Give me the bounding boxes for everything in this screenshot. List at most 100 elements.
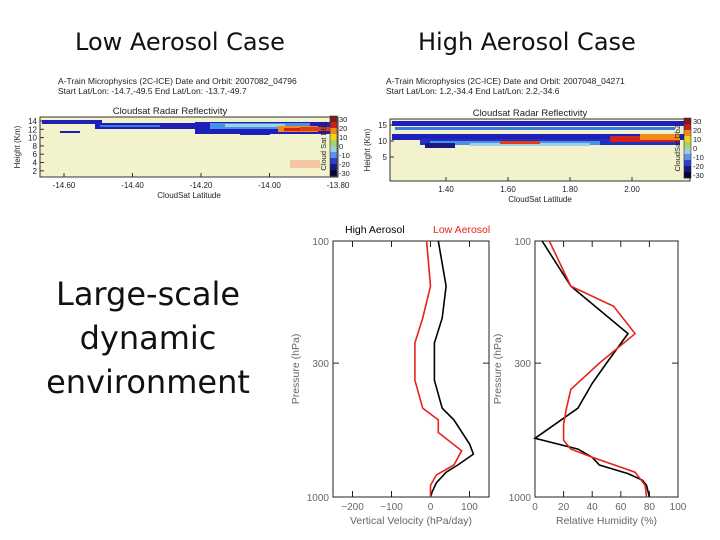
- humidity-profile-x-axis-label: Relative Humidity (%): [556, 515, 657, 527]
- radar-low-y-tick-label: 10: [28, 134, 37, 143]
- radar-low: A-Train Microphysics (2C-ICE) Date and O…: [13, 76, 350, 200]
- velocity-profile-y-tick-label: 300: [312, 359, 329, 370]
- velocity-profile-x-tick-label: −200: [341, 502, 364, 513]
- radar-high-colorbar-tick: 10: [693, 135, 701, 144]
- radar-high-x-tick-label: 2.00: [624, 185, 640, 194]
- radar-high-header-line: Start Lat/Lon: 1.2,-34.4 End Lat/Lon: 2.…: [386, 86, 560, 96]
- humidity-profile-x-tick-label: 80: [644, 502, 656, 513]
- humidity-profile-x-tick-label: 60: [615, 502, 627, 513]
- radar-high-y-tick-label: 5: [383, 153, 388, 162]
- radar-high-title: Cloudsat Radar Reflectivity: [473, 108, 588, 119]
- radar-low-colorbar-tick: 30: [339, 115, 347, 124]
- radar-low-x-tick-label: -14.40: [121, 181, 144, 190]
- radar-low-colorbar-frame: [329, 115, 338, 177]
- side-label-line-2: dynamic: [79, 319, 217, 357]
- radar-high-colorbar-label: CloudSat DbZ: [673, 124, 682, 172]
- radar-low-x-tick-label: -14.00: [258, 181, 281, 190]
- radar-low-title: Cloudsat Radar Reflectivity: [113, 106, 228, 117]
- radar-low-cloud-band: [240, 131, 270, 135]
- velocity-profile-y-tick-label: 100: [312, 237, 329, 248]
- radar-low-header-line: A-Train Microphysics (2C-ICE) Date and O…: [58, 76, 297, 86]
- radar-high-colorbar-segment: [684, 130, 691, 137]
- radar-low-colorbar-label: Cloud Sat DbZ: [319, 121, 328, 171]
- radar-low-cloud-band: [100, 125, 160, 127]
- radar-low-colorbar-tick: 20: [339, 124, 347, 133]
- radar-high-cloud-band: [395, 127, 675, 130]
- radar-low-y-tick-label: 12: [28, 125, 37, 134]
- low-aerosol-heading: Low Aerosol Case: [75, 28, 285, 56]
- radar-high-cloud-band: [640, 134, 680, 140]
- radar-low-y-tick-label: 8: [33, 142, 38, 151]
- radar-high-colorbar-tick: -20: [693, 162, 704, 171]
- humidity-profile-frame: [534, 240, 679, 498]
- radar-low-colorbar-tick: 0: [339, 142, 343, 151]
- radar-low-x-tick-label: -14.20: [190, 181, 213, 190]
- radar-low-header-line: Start Lat/Lon: -14.7,-49.5 End Lat/Lon: …: [58, 86, 247, 96]
- radar-low-cloud-band: [290, 160, 320, 168]
- radar-low-y-tick-label: 4: [33, 159, 38, 168]
- radar-low-cloud-band: [225, 124, 285, 127]
- radar-low-colorbar-segment: [330, 122, 337, 129]
- velocity-profile-series-low-aerosol: [414, 240, 463, 497]
- radar-high-colorbar-segment: [684, 142, 691, 149]
- radar-high-x-tick-label: 1.40: [438, 185, 454, 194]
- radar-low-x-axis-label: CloudSat Latitude: [157, 191, 221, 200]
- radar-high-colorbar-segment: [684, 118, 691, 125]
- humidity-profile-y-tick-label: 300: [514, 359, 531, 370]
- radar-high-colorbar-segment: [684, 148, 691, 155]
- radar-high-colorbar-segment: [684, 124, 691, 131]
- velocity-profile-x-tick-label: 0: [428, 502, 434, 513]
- humidity-profile-x-tick-label: 20: [558, 502, 570, 513]
- velocity-profile-x-tick-label: −100: [380, 502, 403, 513]
- radar-low-y-axis-label: Height (Km): [13, 125, 22, 168]
- radar-high-x-axis-label: CloudSat Latitude: [508, 195, 572, 204]
- radar-low-colorbar-segment: [330, 146, 337, 153]
- humidity-profile-y-tick-label: 1000: [509, 493, 532, 504]
- radar-low-cloud-band: [284, 128, 308, 131]
- radar-high-colorbar-tick: 30: [693, 117, 701, 126]
- radar-low-colorbar-tick: 10: [339, 133, 347, 142]
- radar-high-cloud-band: [392, 121, 687, 126]
- radar-high-colorbar-segment: [684, 160, 691, 167]
- radar-high-colorbar-tick: -30: [693, 171, 704, 180]
- radar-high: A-Train Microphysics (2C-ICE) Date and O…: [363, 76, 704, 204]
- radar-high-x-tick-label: 1.60: [500, 185, 516, 194]
- humidity-profile-x-tick-label: 40: [587, 502, 599, 513]
- high-aerosol-heading: High Aerosol Case: [418, 28, 636, 56]
- humidity-profile-series-low-aerosol: [548, 240, 648, 498]
- velocity-profile: 100 300 1000 −200 −100 0 100 Vertical Velocity …: [290, 224, 490, 527]
- radar-low-colorbar-segment: [330, 152, 337, 159]
- radar-high-cloud-band: [425, 143, 455, 148]
- velocity-profile-series-high-aerosol: [429, 240, 475, 498]
- radar-high-colorbar-tick: -10: [693, 153, 704, 162]
- radar-low-x-tick-label: -14.60: [53, 181, 76, 190]
- radar-high-x-tick-label: 1.80: [562, 185, 578, 194]
- radar-high-cloud-band: [470, 143, 590, 146]
- radar-low-y-tick-label: 6: [33, 150, 38, 159]
- radar-high-colorbar-tick: 20: [693, 126, 701, 135]
- radar-high-colorbar-segment: [684, 154, 691, 161]
- radar-low-cloud-band: [60, 131, 80, 133]
- radar-low-y-tick-label: 14: [28, 117, 37, 126]
- radar-low-colorbar-segment: [330, 164, 337, 171]
- velocity-profile-y-tick-label: 1000: [307, 493, 330, 504]
- velocity-profile-x-axis-label: Vertical Velocity (hPa/day): [350, 515, 472, 527]
- humidity-profile-y-tick-label: 100: [514, 237, 531, 248]
- large-scale-environment-label: Large-scale dynamic environment: [38, 272, 258, 404]
- radar-high-y-axis-label: Height (Km): [363, 128, 372, 171]
- radar-high-colorbar-frame: [683, 117, 692, 179]
- radar-high-colorbar-segment: [684, 172, 691, 179]
- radar-low-colorbar-tick: -10: [339, 151, 350, 160]
- radar-high-y-tick-label: 15: [378, 121, 387, 130]
- radar-high-cloud-band: [392, 134, 688, 140]
- humidity-profile-x-tick-label: 100: [670, 502, 687, 513]
- radar-low-colorbar-tick: -30: [339, 169, 350, 178]
- radar-low-colorbar-tick: -20: [339, 160, 350, 169]
- radar-high-header-line: A-Train Microphysics (2C-ICE) Date and O…: [386, 76, 625, 86]
- radar-high-y-tick-label: 10: [378, 137, 387, 146]
- radar-low-colorbar-segment: [330, 170, 337, 177]
- humidity-profile-y-axis-label: Pressure (hPa): [492, 334, 504, 405]
- radar-low-y-tick-label: 2: [33, 167, 38, 176]
